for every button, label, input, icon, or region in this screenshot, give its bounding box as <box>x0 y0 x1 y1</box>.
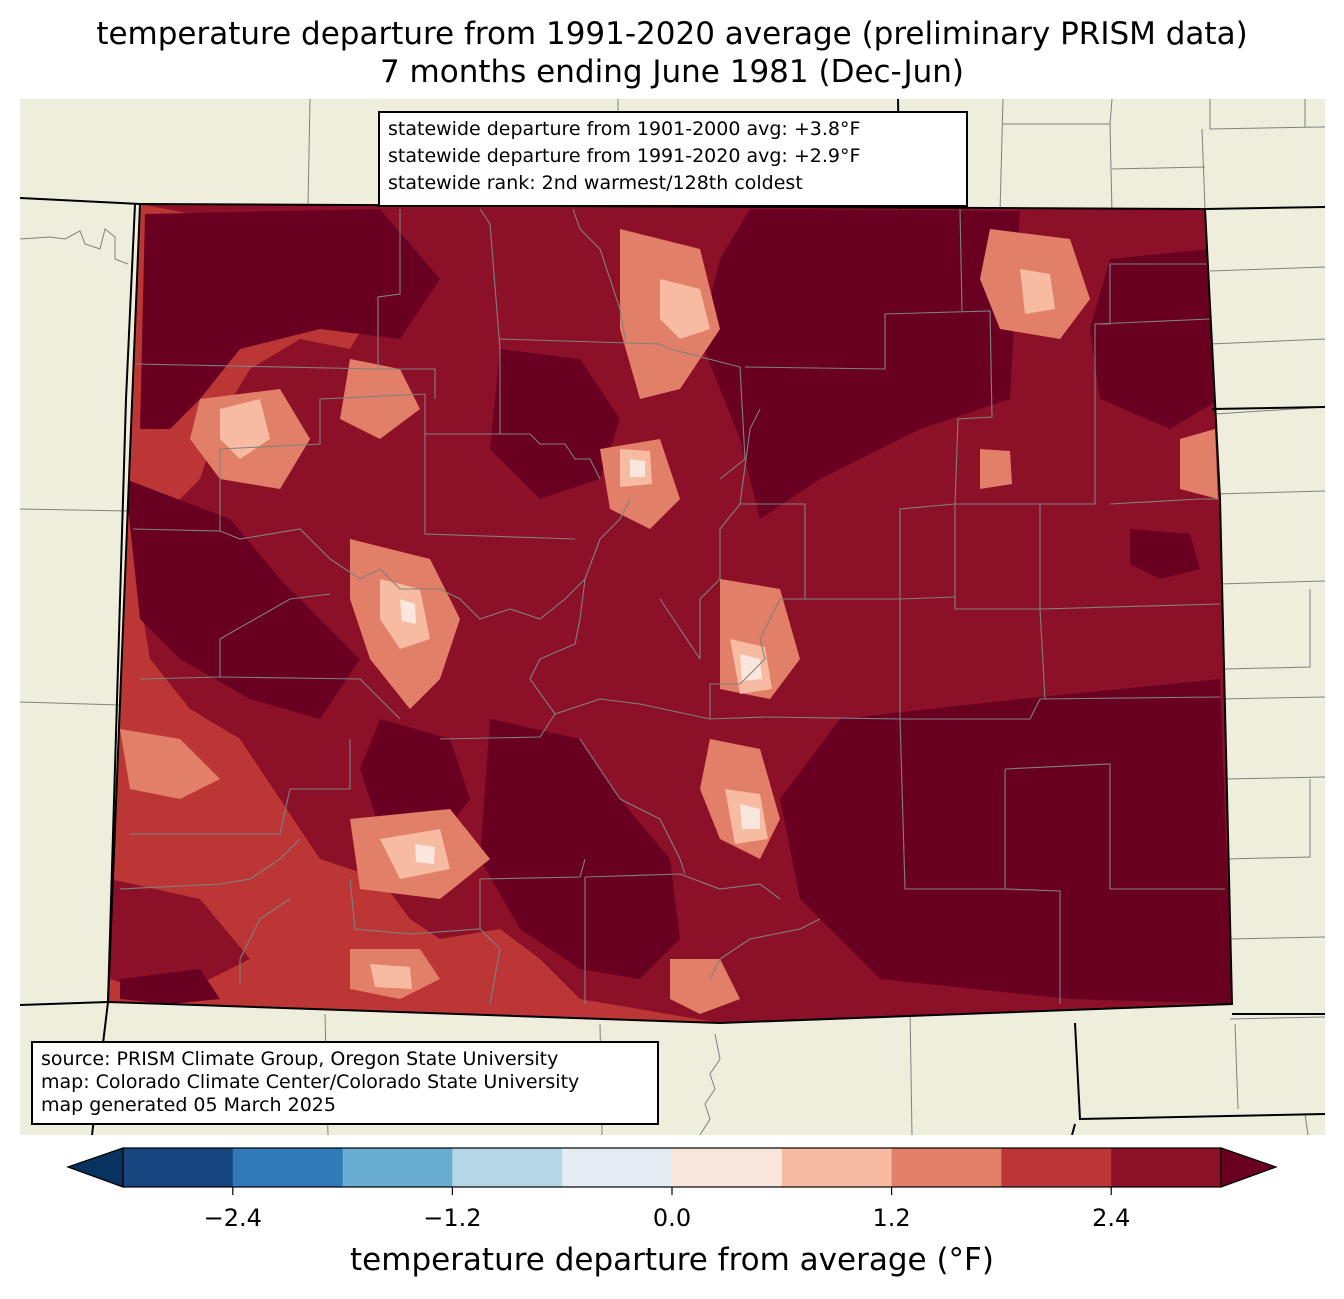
statewide-stats-box: statewide departure from 1901-2000 avg: … <box>378 111 968 207</box>
colorbar-over-arrow <box>1220 1147 1278 1188</box>
colorbar-tick-label: −2.4 <box>203 1204 262 1232</box>
colorbar-tick-label: −1.2 <box>423 1204 482 1232</box>
colorbar-bin <box>123 1148 234 1187</box>
colorbar-tick-label: 1.2 <box>872 1204 911 1232</box>
colorbar-bin <box>781 1148 893 1187</box>
colorbar-bin <box>562 1148 673 1187</box>
colorbar-bin <box>1111 1148 1222 1187</box>
colorbar-bin <box>672 1148 783 1187</box>
stats-1901-2000: statewide departure from 1901-2000 avg: … <box>388 118 861 140</box>
colorbar-bin <box>1001 1148 1112 1187</box>
colorbar <box>66 1147 1278 1195</box>
colorbar-bin <box>342 1148 453 1187</box>
colorbar-label: temperature departure from average (°F) <box>350 1242 994 1278</box>
colorbar-tick-label: 0.0 <box>652 1204 692 1232</box>
stats-rank: statewide rank: 2nd warmest/128th coldes… <box>388 172 803 194</box>
county-lines <box>119 208 1225 1005</box>
colorbar-bin <box>891 1148 1002 1187</box>
stats-1991-2020: statewide departure from 1991-2020 avg: … <box>388 145 861 167</box>
colorbar-bin <box>452 1148 563 1187</box>
temperature-contours <box>108 204 1232 1023</box>
map-subtitle: 7 months ending June 1981 (Dec-Jun) <box>379 54 965 90</box>
map-title: temperature departure from 1991-2020 ave… <box>96 16 1248 52</box>
source-box: source: PRISM Climate Group, Oregon Stat… <box>31 1041 659 1125</box>
map-credit-line: map: Colorado Climate Center/Colorado St… <box>41 1071 580 1093</box>
generated-date-line: map generated 05 March 2025 <box>41 1094 336 1116</box>
colorbar-bin <box>232 1148 344 1187</box>
temperature-map <box>20 99 1325 1135</box>
colorbar-tick-label: 2.4 <box>1092 1204 1131 1232</box>
source-line: source: PRISM Climate Group, Oregon Stat… <box>41 1048 559 1070</box>
colorbar-under-arrow <box>66 1147 124 1188</box>
